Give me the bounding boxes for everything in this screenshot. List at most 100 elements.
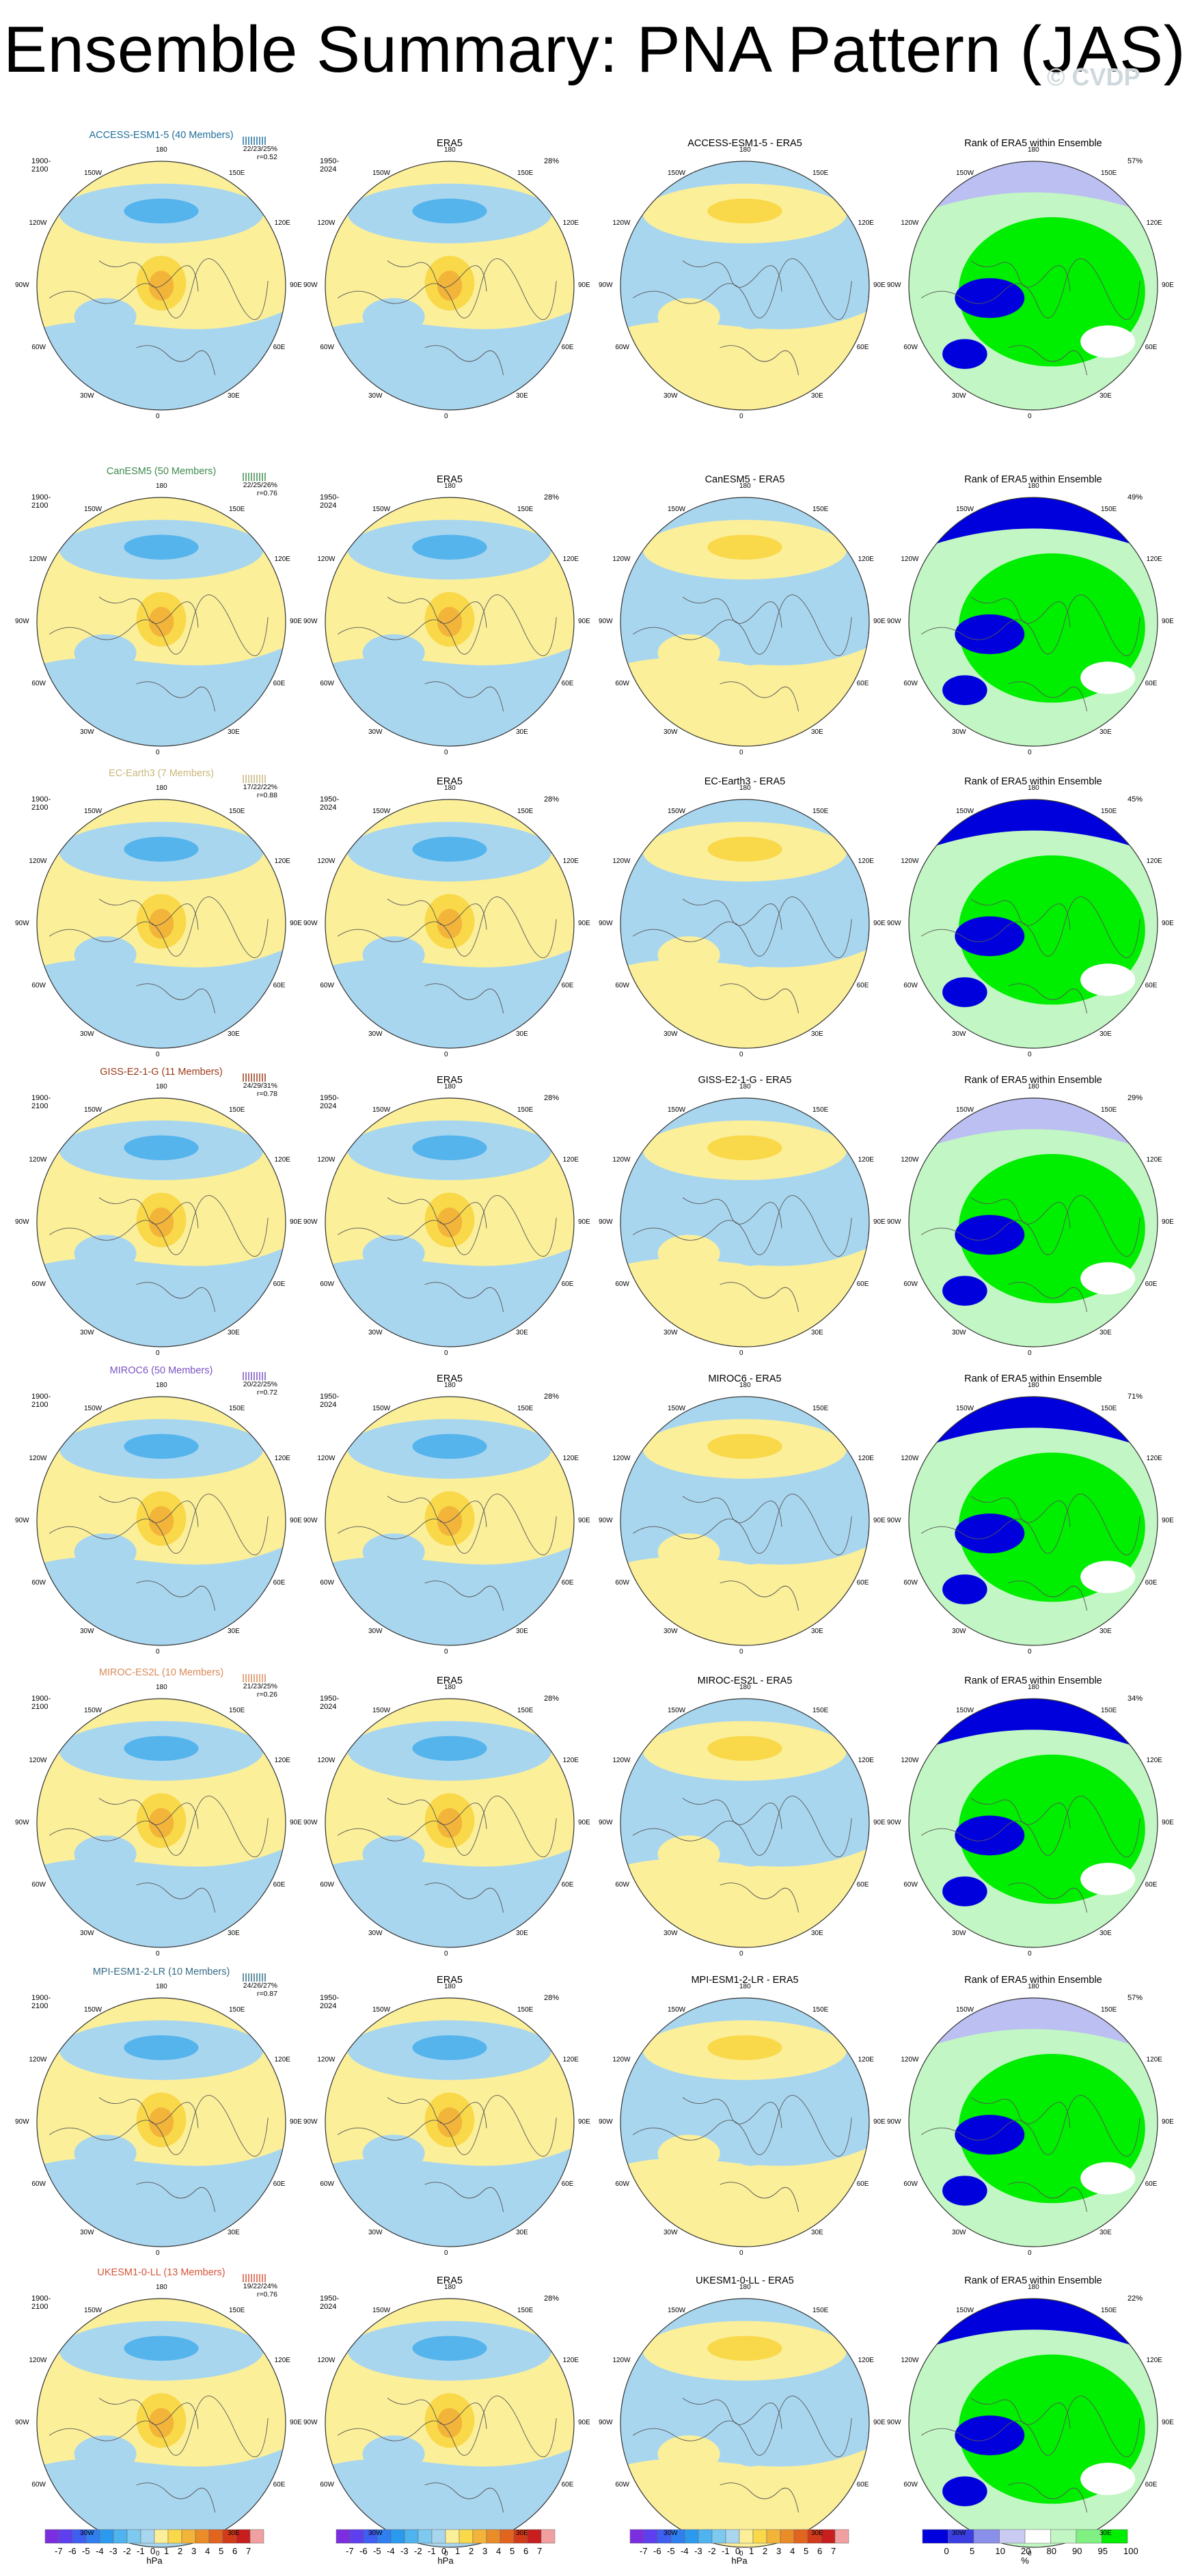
- obs-variance-pct: 28%: [543, 1393, 559, 1401]
- lon-label: 90W: [15, 2419, 29, 2426]
- lon-label: 180: [739, 1983, 751, 1990]
- lon-label: 150E: [517, 2307, 534, 2315]
- lon-label: 60W: [903, 2481, 918, 2489]
- lon-label: 180: [444, 1684, 456, 1691]
- lon-label: 60E: [273, 982, 286, 989]
- lon-label: 180: [1028, 146, 1039, 154]
- lon-label: 150E: [517, 169, 534, 178]
- map-boundary: [620, 2298, 870, 2548]
- model-title: MPI-ESM1-2-LR (10 Members): [92, 1967, 230, 1977]
- colorbar-tick-label: 0: [735, 2546, 741, 2556]
- coastline: [49, 1494, 269, 1556]
- coastline: [920, 1796, 1140, 1858]
- lon-label: 90E: [1162, 2118, 1174, 2126]
- lon-label: 90W: [15, 1819, 29, 1826]
- lon-label: 150W: [372, 1707, 391, 1715]
- colorbar-swatch: [766, 2529, 781, 2544]
- colorbar-tick-label: 1: [455, 2546, 461, 2556]
- colorbar-tick-label: -3: [400, 2546, 409, 2556]
- lon-label: 30E: [1099, 1030, 1112, 1038]
- lon-label: 150W: [372, 808, 391, 816]
- model-year-range: 1900-2100: [31, 1994, 51, 2010]
- lon-label: 150W: [84, 1106, 102, 1114]
- lon-label: 90W: [599, 2118, 613, 2126]
- map-boundary: [620, 1396, 870, 1646]
- obs-title: ERA5: [437, 138, 463, 149]
- lon-label: 30E: [228, 1929, 240, 1937]
- lon-label: 60W: [320, 2180, 334, 2188]
- lon-label: 30W: [80, 1030, 94, 1038]
- lon-label: 120E: [1146, 2056, 1162, 2064]
- lon-label: 0: [1028, 1648, 1032, 1656]
- lon-label: 30E: [516, 1929, 528, 1937]
- colorbar-swatch: [684, 2529, 699, 2544]
- lon-label: 150E: [812, 2307, 829, 2315]
- diff-title: CanESM5 - ERA5: [705, 474, 785, 485]
- lon-label: 30W: [80, 1328, 94, 1337]
- lon-label: 150W: [668, 1106, 686, 1114]
- map-boundary: [36, 2298, 286, 2548]
- lon-label: 30W: [952, 392, 966, 400]
- map-field: [620, 2299, 869, 2547]
- colorbar-swatch: [58, 2529, 73, 2544]
- map-boundary: [325, 1698, 575, 1948]
- lon-label: 180: [156, 482, 167, 490]
- colorbar-swatch: [1102, 2529, 1128, 2544]
- lon-label: 120W: [317, 1757, 336, 1764]
- lon-label: 150W: [668, 2307, 686, 2315]
- lon-label: 30E: [516, 392, 528, 400]
- colorbar-swatch: [500, 2529, 515, 2544]
- stats-line: 22/25/26%: [243, 481, 277, 489]
- stats-line: 17/22/22%: [243, 783, 277, 791]
- rank-pct: 49%: [1127, 493, 1143, 502]
- lon-label: 180: [739, 146, 751, 154]
- model-stats: 22/25/26% r=0.76: [223, 481, 277, 497]
- map-field: [325, 161, 574, 410]
- ensemble-ticks: [243, 1372, 266, 1380]
- model-stats: 17/22/22% r=0.88: [223, 783, 277, 799]
- lon-label: 60W: [615, 344, 629, 351]
- map-field: [325, 1699, 574, 1947]
- model-year-range: 1900-2100: [31, 1393, 51, 1409]
- lon-label: 30E: [516, 728, 528, 736]
- lon-label: 90E: [578, 2118, 590, 2126]
- watermark: © CVDP: [1047, 63, 1140, 91]
- lon-label: 120E: [1146, 2357, 1162, 2364]
- lon-label: 180: [444, 1382, 456, 1389]
- lon-label: 90W: [15, 920, 29, 927]
- map-field: [37, 799, 286, 1048]
- lon-label: 90W: [599, 618, 613, 625]
- colorbar-tick-label: 7: [246, 2546, 251, 2556]
- lon-label: 150E: [812, 506, 829, 514]
- lon-label: 30W: [952, 2228, 966, 2236]
- colorbar-tick-label: 3: [191, 2546, 197, 2556]
- colorbar-swatch: [167, 2529, 182, 2544]
- stats-line: 24/26/27%: [243, 1982, 277, 1990]
- obs-year-range: 1950-2024: [320, 157, 340, 174]
- colorbar-tick-label: -7: [640, 2546, 648, 2556]
- diff-title: ACCESS-ESM1-5 - ERA5: [687, 138, 802, 149]
- lon-label: 0: [156, 1950, 160, 1958]
- coastline: [632, 1195, 852, 1257]
- lon-label: 90E: [290, 618, 302, 625]
- lon-label: 60E: [856, 680, 869, 687]
- coastline: [632, 258, 852, 320]
- map-field: [37, 497, 286, 746]
- map-boundary: [36, 799, 286, 1049]
- obs-year-range: 1950-2024: [320, 493, 340, 510]
- lon-label: 90W: [15, 282, 29, 289]
- map-field: [909, 1098, 1158, 1347]
- obs-variance-pct: 28%: [543, 795, 559, 804]
- map-field: [620, 1098, 869, 1347]
- lon-label: 150W: [84, 506, 102, 514]
- map-boundary: [908, 1997, 1158, 2247]
- lon-label: 60W: [903, 982, 918, 989]
- lon-label: 30E: [811, 1328, 823, 1337]
- coastline: [49, 896, 269, 959]
- coastline: [920, 1195, 1140, 1257]
- lon-label: 90W: [599, 920, 613, 927]
- coastline: [49, 2095, 269, 2157]
- map-field: [909, 1998, 1158, 2247]
- lon-label: 90W: [599, 282, 613, 289]
- obs-year-range: 1950-2024: [320, 1094, 340, 1110]
